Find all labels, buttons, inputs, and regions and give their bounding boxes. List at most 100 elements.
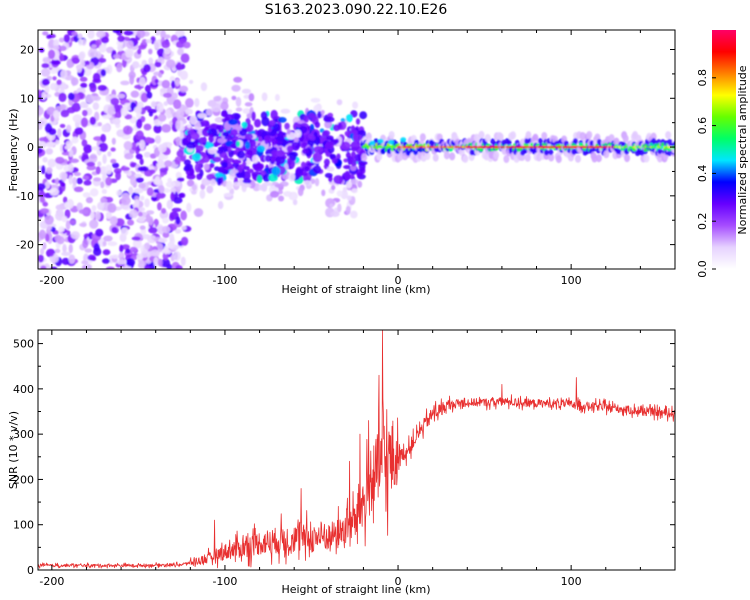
spectrogram-cell	[179, 85, 189, 93]
spectrogram-cell	[157, 143, 167, 153]
spectrogram-cell	[44, 122, 53, 133]
spectrogram-cell	[136, 112, 142, 119]
spectrogram-cell	[56, 79, 62, 86]
spectrogram-cell	[175, 171, 182, 180]
spectrogram-cell	[493, 151, 500, 160]
spectrogram-cell	[123, 141, 133, 151]
spectrogram-cell	[78, 52, 85, 61]
spectrogram-cell	[186, 202, 192, 213]
spectrogram-cell	[163, 34, 171, 39]
spectrogram-y-tick-label: 10	[20, 92, 34, 105]
spectrogram-cell	[176, 177, 185, 182]
spectrogram-cell	[346, 195, 352, 201]
spectrogram-cell	[161, 79, 171, 89]
spectrogram-cell	[115, 170, 121, 181]
spectrogram-cell	[39, 47, 45, 53]
spectrogram-cell	[245, 141, 251, 150]
spectrogram-cell	[69, 158, 80, 163]
spectrogram-x-tick-label: 0	[395, 274, 402, 287]
spectrogram-cell	[314, 121, 321, 128]
spectrogram-cell	[170, 191, 175, 202]
spectrogram-cell	[235, 96, 242, 107]
spectrogram-cell	[65, 220, 71, 231]
spectrogram-cell	[182, 41, 191, 49]
spectrogram-cell	[103, 235, 113, 242]
spectrogram-cell	[143, 151, 151, 158]
spectrogram-cell	[345, 205, 351, 215]
spectrogram-cell	[173, 99, 182, 110]
spectrogram-cell	[350, 210, 358, 219]
spectrogram-cell	[63, 34, 71, 43]
spectrogram-cell	[242, 178, 252, 184]
spectrogram-cell	[310, 123, 315, 131]
spectrogram-cell	[174, 156, 181, 165]
snr-y-tick-label: 500	[13, 338, 34, 351]
spectrogram-cell	[76, 64, 83, 73]
spectrogram-cell	[189, 115, 198, 125]
spectrogram-cell	[237, 150, 246, 159]
spectrogram-cell	[111, 254, 120, 259]
spectrogram-cell	[162, 217, 169, 224]
spectrogram-cell	[175, 30, 185, 37]
spectrogram-cell	[161, 207, 167, 214]
snr-y-tick-label: 400	[13, 383, 34, 396]
spectrogram-cell	[176, 136, 181, 147]
spectrogram-cell	[42, 156, 48, 163]
snr-y-tick-label: 0	[27, 564, 34, 577]
spectrogram-cell	[195, 144, 204, 153]
spectrogram-cell	[138, 76, 146, 87]
spectrogram-cell	[222, 131, 229, 137]
spectrogram-cell	[167, 241, 175, 249]
spectrogram-cell	[153, 256, 159, 267]
spectrogram-cell	[140, 250, 150, 258]
spectrogram-cell	[233, 181, 241, 187]
spectrogram-cell	[548, 153, 555, 162]
colorbar-tick-label: 0.6	[696, 117, 709, 135]
spectrogram-cell	[137, 48, 142, 55]
spectrogram-cell	[45, 148, 54, 155]
spectrogram-x-tick-label: -200	[39, 274, 64, 287]
spectrogram-cell	[66, 60, 74, 69]
spectrogram-cell	[235, 172, 245, 178]
spectrogram-cell	[204, 126, 210, 132]
spectrogram-cell	[357, 180, 363, 188]
spectrogram-cell	[224, 134, 233, 141]
spectrogram-cell	[284, 122, 290, 130]
spectrogram-cell	[60, 182, 66, 187]
spectrogram-cell	[350, 110, 358, 118]
spectrogram-cell	[119, 244, 124, 253]
spectrogram-cell	[324, 120, 333, 129]
spectrogram-cell	[163, 101, 169, 106]
spectrogram-cell	[70, 231, 81, 240]
colorbar: 0.0 0.2 0.4 0.6 0.8 Normalized spectral ampl…	[696, 30, 749, 278]
spectrogram-cell	[130, 90, 140, 98]
spectrogram-cell	[217, 138, 227, 144]
spectrogram-cell	[128, 186, 134, 195]
spectrogram-cell	[369, 140, 376, 146]
spectrogram-cell	[105, 176, 113, 186]
spectrogram-cell	[100, 69, 107, 77]
spectrogram-cell	[231, 159, 242, 164]
spectrogram-cell	[73, 172, 81, 177]
spectrogram-cell	[303, 115, 309, 123]
spectrogram-cell	[254, 118, 262, 128]
spectrogram-cell	[297, 187, 304, 197]
spectrogram-cell	[154, 30, 161, 36]
spectrogram-cell	[572, 138, 578, 145]
spectrogram-cell	[117, 44, 124, 52]
spectrogram-cell	[241, 121, 248, 129]
spectrogram-cell	[332, 124, 341, 132]
spectrogram-cell	[524, 153, 531, 162]
spectrogram-cell	[329, 203, 334, 208]
spectrogram-cell	[55, 156, 65, 164]
spectrogram-cell	[313, 104, 321, 114]
spectrogram-cell	[50, 60, 61, 66]
spectrogram-cell	[143, 64, 151, 73]
spectrogram-cell	[253, 162, 263, 172]
spectrogram-cell	[350, 178, 359, 185]
spectrogram-cell	[299, 125, 308, 134]
spectrogram-cell	[140, 92, 149, 103]
spectrogram-cell	[135, 118, 143, 129]
spectrogram-cell	[129, 209, 139, 219]
spectrogram-cell	[183, 159, 191, 166]
